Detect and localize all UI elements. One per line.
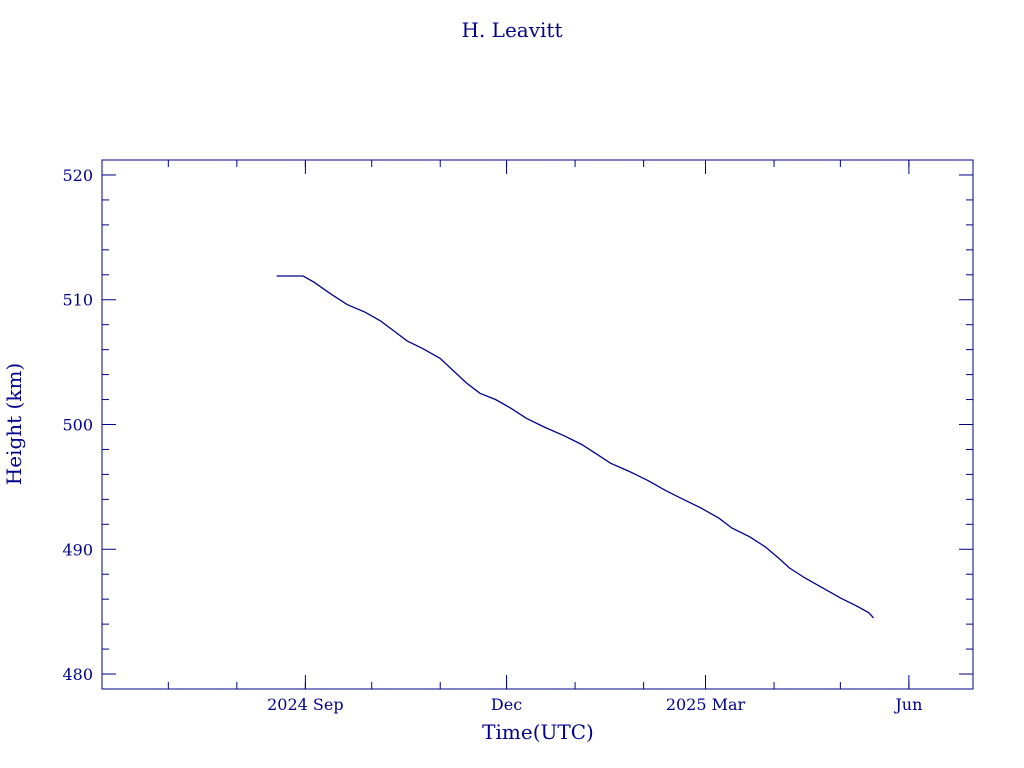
y-axis-title: Height (km)	[2, 363, 26, 485]
axis-tick-labels: 480 490 500 510 520 2024 Sep Dec 2025 Mar Jun	[62, 166, 922, 714]
y-tick-label: 490	[62, 540, 93, 559]
y-tick-label: 510	[62, 291, 93, 310]
x-tick-label: 2024 Sep	[267, 695, 343, 714]
axis-ticks	[101, 160, 973, 689]
x-tick-label: 2025 Mar	[666, 695, 746, 714]
y-tick-label: 500	[62, 416, 93, 435]
x-axis-title: Time(UTC)	[482, 720, 594, 744]
plot-frame	[101, 159, 974, 690]
y-tick-label: 480	[62, 665, 93, 684]
x-tick-label: Jun	[893, 695, 922, 714]
y-tick-label: 520	[62, 166, 93, 185]
series-line	[276, 275, 874, 619]
x-tick-label: Dec	[491, 695, 522, 714]
chart-title: H. Leavitt	[462, 18, 563, 42]
